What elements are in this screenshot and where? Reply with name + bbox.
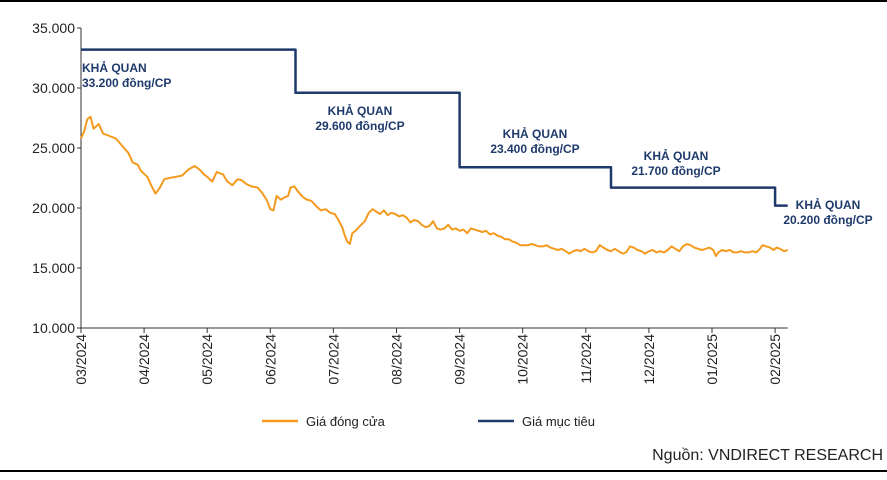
x-tick-label: 11/2024 (578, 334, 594, 384)
legend-item-target-price: Giá mục tiêu (478, 414, 595, 429)
source-note: Nguồn: VNDIRECT RESEARCH (652, 447, 883, 464)
annotation-rating: KHẢ QUAN (503, 126, 568, 141)
legend-item-closing-price: Giá đóng cửa (262, 414, 386, 429)
annotation-rating: KHẢ QUAN (82, 60, 147, 75)
x-tick-label: 10/2024 (515, 334, 531, 385)
x-axis: 03/2024 04/2024 05/2024 06/2024 07/2024 08/20… (73, 327, 788, 385)
target-price-line (81, 48, 788, 207)
x-tick-label: 08/2024 (389, 334, 405, 385)
x-tick-label: 07/2024 (325, 334, 341, 385)
legend-label: Giá đóng cửa (306, 414, 386, 429)
annotation-rating: KHẢ QUAN (644, 148, 709, 163)
series-layer (80, 48, 789, 257)
x-tick-label: 06/2024 (262, 334, 278, 385)
x-tick-label: 01/2025 (704, 334, 720, 385)
y-tick-label: 30.000 (32, 80, 75, 96)
x-tick-label: 03/2024 (73, 334, 89, 385)
y-tick-label: 15.000 (32, 260, 75, 276)
closing-price-line (80, 115, 789, 257)
x-tick-label: 02/2025 (767, 334, 783, 385)
annotation-price: 29.600 đồng/CP (315, 119, 404, 133)
price-chart: 10.000 15.000 20.000 25.000 30.000 35.000 03/… (32, 20, 873, 429)
bottom-border (0, 470, 887, 472)
y-tick-label: 25.000 (32, 140, 75, 156)
annotation-price: 20.200 đồng/CP (783, 213, 872, 227)
annotation-rating: KHẢ QUAN (328, 103, 393, 118)
y-tick-label: 35.000 (32, 20, 75, 36)
x-tick-label: 05/2024 (199, 334, 215, 385)
y-tick-label: 10.000 (32, 320, 75, 336)
annotation-price: 33.200 đồng/CP (82, 76, 171, 90)
x-tick-label: 12/2024 (641, 334, 657, 385)
y-tick-label: 20.000 (32, 200, 75, 216)
y-axis: 10.000 15.000 20.000 25.000 30.000 35.000 (32, 20, 82, 336)
x-tick-label: 04/2024 (136, 334, 152, 385)
legend: Giá đóng cửa Giá mục tiêu (262, 414, 595, 429)
x-tick-label: 09/2024 (452, 334, 468, 385)
legend-label: Giá mục tiêu (522, 414, 595, 429)
annotation-rating: KHẢ QUAN (796, 197, 861, 212)
annotation-price: 23.400 đồng/CP (490, 142, 579, 156)
annotation-price: 21.700 đồng/CP (631, 164, 720, 178)
top-border (0, 0, 887, 2)
